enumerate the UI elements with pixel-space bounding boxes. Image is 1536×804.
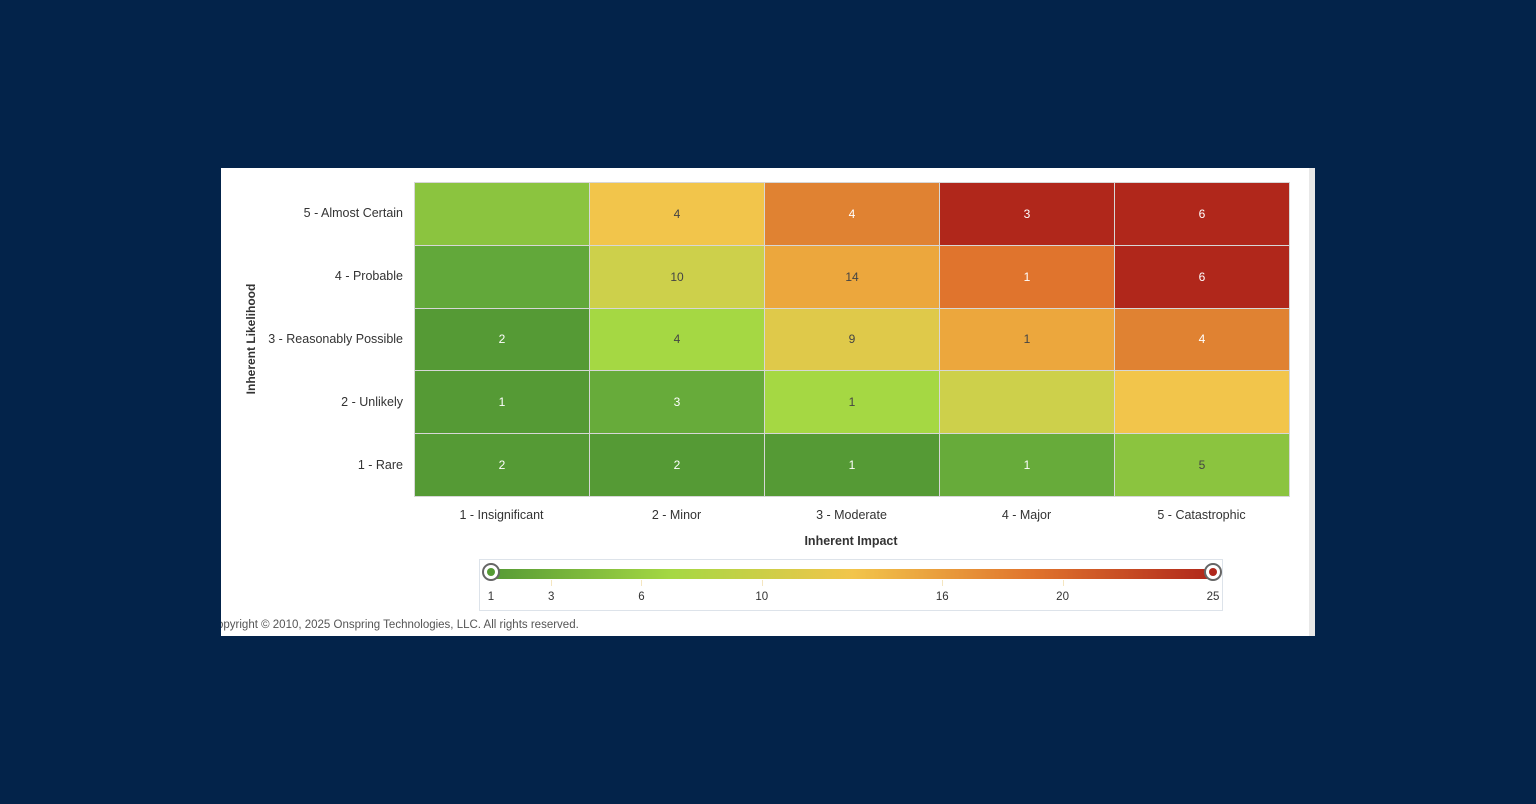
copyright-footer: opyright © 2010, 2025 Onspring Technolog… [221,619,579,631]
color-scale-tick [551,580,553,586]
heatmap-cell[interactable]: 6 [1114,182,1290,246]
color-scale-tick-label: 16 [935,591,949,603]
heatmap-cell[interactable]: 4 [589,182,765,246]
heatmap-cell[interactable]: 2 [414,307,590,372]
color-scale-tick [641,580,643,586]
heatmap-cell[interactable]: 4 [764,182,940,246]
heatmap-cell[interactable]: 9 [764,307,940,372]
heatmap-cell[interactable]: 14 [764,244,940,309]
heatmap-cell[interactable]: 1 [764,370,940,435]
heatmap-cell[interactable]: 1 [939,433,1115,497]
color-scale-tick-label: 10 [755,591,769,603]
color-scale-tick [1062,580,1064,586]
color-scale-tick-label: 3 [547,591,555,603]
y-tick-label: 1 - Rare [357,457,403,472]
color-scale-gradient [491,569,1213,579]
heatmap-cell[interactable]: 2 [589,433,765,497]
heatmap-cell[interactable]: 2 [414,433,590,497]
y-tick-label: 2 - Unlikely [341,394,403,409]
heatmap-cell[interactable] [1114,370,1290,435]
x-tick-label: 1 - Insignificant [459,508,544,522]
color-scale-tick [761,580,763,586]
y-tick-label: 3 - Reasonably Possible [268,332,403,346]
scrollbar[interactable] [1309,168,1315,636]
heatmap-cell[interactable] [414,182,590,246]
x-tick-label: 4 - Major [1001,508,1052,522]
min-handle-icon[interactable] [482,563,500,581]
heatmap-cell[interactable]: 10 [589,244,765,309]
heatmap-cell[interactable]: 1 [939,244,1115,309]
color-scale-tick-label: 25 [1206,591,1220,603]
max-handle-icon[interactable] [1204,563,1222,581]
heatmap-cell[interactable]: 3 [939,182,1115,246]
heatmap-cell[interactable]: 4 [1114,307,1290,372]
x-tick-label: 2 - Minor [651,508,702,522]
color-scale-tick-label: 20 [1056,591,1069,603]
heatmap-cell[interactable]: 1 [414,370,590,435]
heatmap-cell[interactable]: 4 [589,307,765,372]
heatmap-cell[interactable]: 5 [1114,433,1290,497]
y-axis-title: Inherent Likelihood [244,283,258,395]
x-axis-title: Inherent Impact [804,534,898,548]
heatmap-cell[interactable]: 3 [589,370,765,435]
heatmap-cell[interactable]: 1 [764,433,940,497]
x-tick-label: 5 - Catastrophic [1157,508,1246,522]
color-scale-legend: 1 3 6 10 16 20 25 [479,559,1223,611]
heatmap-cell[interactable] [939,370,1115,435]
heatmap-cell[interactable]: 1 [939,307,1115,372]
y-tick-label: 4 - Probable [334,269,403,284]
color-scale-tick-label: 6 [638,591,645,603]
heatmap-panel: Inherent Likelihood 5 - Almost Certain 4 … [221,168,1315,636]
heatmap-grid: 4 4 3 6 10 14 1 6 2 4 9 1 4 1 3 1 2 2 1 1 5 [414,182,1290,497]
color-scale-tick [942,580,944,586]
heatmap-cell[interactable] [414,244,590,309]
heatmap-cell[interactable]: 6 [1114,244,1290,309]
x-tick-label: 3 - Moderate [816,508,887,522]
color-scale-tick-label: 1 [487,591,495,603]
y-tick-label: 5 - Almost Certain [303,206,403,221]
